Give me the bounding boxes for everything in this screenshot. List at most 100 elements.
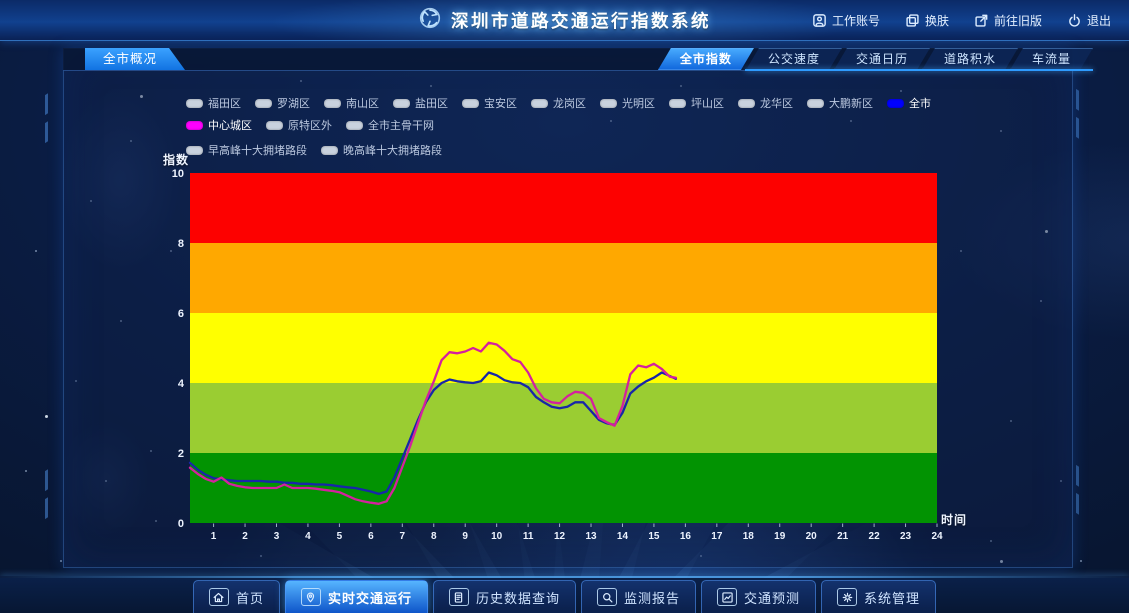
header: 深圳市道路交通运行指数系统 工作账号 换肤 前往旧版 退出 bbox=[0, 0, 1129, 41]
right-top-edge-decoration bbox=[1074, 92, 1088, 144]
nav-icon-frame bbox=[448, 588, 469, 606]
legend-item[interactable]: 原特区外 bbox=[266, 117, 332, 133]
nav-item-label: 监测报告 bbox=[624, 590, 681, 606]
nav-item-5[interactable]: 交通预测 bbox=[701, 580, 817, 613]
nav-item-6[interactable]: 系统管理 bbox=[821, 580, 937, 613]
legend-item[interactable]: 宝安区 bbox=[462, 95, 517, 111]
left-top-edge-decoration bbox=[43, 92, 57, 144]
tab-2[interactable]: 公交速度 bbox=[746, 48, 842, 70]
panel-title-tab[interactable]: 全市概况 bbox=[85, 48, 185, 70]
x-tick-label: 13 bbox=[585, 531, 597, 542]
footer-nav: 首页 实时交通运行 历史数据查询 监测报告 交通预测 系统管理 bbox=[0, 578, 1129, 613]
legend-row-1: 福田区 罗湖区 南山区 盐田区 宝安区 龙岗区 光明区 坪山区 龙华区 大鹏新区 全市中心城区 原特区… bbox=[186, 95, 996, 133]
legend-item[interactable]: 大鹏新区 bbox=[807, 95, 873, 111]
x-tick-label: 4 bbox=[305, 531, 311, 542]
legend-swatch bbox=[186, 98, 203, 108]
series-line-中心城区 bbox=[188, 341, 678, 505]
menu-item-label: 工作账号 bbox=[831, 13, 880, 28]
nav-icon-frame bbox=[837, 588, 858, 606]
nav-item-label: 实时交通运行 bbox=[327, 590, 412, 606]
menu-item-label: 退出 bbox=[1086, 13, 1111, 28]
legend-label: 宝安区 bbox=[484, 98, 517, 110]
header-menu-item-3[interactable]: 前往旧版 bbox=[975, 12, 1042, 29]
header-menu-item-1[interactable]: 工作账号 bbox=[813, 12, 880, 29]
legend-label: 坪山区 bbox=[691, 98, 724, 110]
legend-label: 龙华区 bbox=[760, 98, 793, 110]
legend-item[interactable]: 南山区 bbox=[324, 95, 379, 111]
nav-icon-frame bbox=[597, 588, 617, 606]
tab-5[interactable]: 车流量 bbox=[1010, 48, 1093, 70]
legend-item[interactable]: 全市主骨干网 bbox=[346, 117, 434, 133]
legend-item[interactable]: 晚高峰十大拥堵路段 bbox=[321, 142, 442, 158]
tab-bar: 全市指数 公交速度 交通日历 道路积水 车流量 bbox=[666, 48, 1093, 70]
x-tick-label: 15 bbox=[648, 531, 660, 542]
tab-bar-underline bbox=[745, 69, 1093, 71]
x-tick-label: 19 bbox=[774, 531, 786, 542]
app-title: 深圳市道路交通运行指数系统 bbox=[451, 10, 711, 31]
nav-item-label: 历史数据查询 bbox=[475, 590, 560, 606]
tab-3[interactable]: 交通日历 bbox=[834, 48, 930, 70]
x-tick-label: 10 bbox=[491, 531, 503, 542]
logo-icon bbox=[418, 6, 442, 35]
legend-item[interactable]: 早高峰十大拥堵路段 bbox=[186, 142, 307, 158]
legend-swatch bbox=[887, 98, 904, 108]
pin-icon bbox=[307, 592, 315, 602]
series-line-全市 bbox=[188, 371, 678, 496]
x-tick-label: 21 bbox=[837, 531, 849, 542]
legend-swatch bbox=[321, 145, 338, 155]
nav-icon-frame bbox=[300, 588, 321, 606]
legend-row-2: 早高峰十大拥堵路段 晚高峰十大拥堵路段 bbox=[186, 142, 996, 158]
legend-item[interactable]: 盐田区 bbox=[393, 95, 448, 111]
legend-label: 南山区 bbox=[346, 98, 379, 110]
header-menu-item-2[interactable]: 换肤 bbox=[906, 12, 949, 29]
nav-item-2[interactable]: 实时交通运行 bbox=[284, 580, 428, 613]
y-tick-label: 4 bbox=[178, 378, 185, 390]
index-band-8-10 bbox=[190, 173, 937, 243]
tab-4[interactable]: 道路积水 bbox=[922, 48, 1018, 70]
index-band-2-4 bbox=[190, 383, 937, 453]
legend-swatch bbox=[462, 98, 479, 108]
legend-item[interactable]: 龙华区 bbox=[738, 95, 793, 111]
header-menu-item-4[interactable]: 退出 bbox=[1068, 12, 1111, 29]
legend-label: 大鹏新区 bbox=[829, 98, 873, 110]
legend-item[interactable]: 福田区 bbox=[186, 95, 241, 111]
legend-item[interactable]: 中心城区 bbox=[186, 117, 252, 133]
index-band-6-8 bbox=[190, 243, 937, 313]
nav-item-3[interactable]: 历史数据查询 bbox=[432, 580, 576, 613]
nav-item-4[interactable]: 监测报告 bbox=[581, 580, 697, 613]
nav-icon-frame bbox=[717, 588, 738, 606]
report-icon bbox=[602, 592, 612, 602]
left-bottom-edge-decoration bbox=[43, 468, 57, 520]
x-tick-label: 7 bbox=[400, 531, 406, 542]
menu-item-label: 换肤 bbox=[924, 13, 949, 28]
x-tick-label: 11 bbox=[523, 531, 534, 542]
nav-item-label: 系统管理 bbox=[864, 590, 921, 606]
nav-item-1[interactable]: 首页 bbox=[192, 580, 280, 613]
header-title-wrap: 深圳市道路交通运行指数系统 bbox=[0, 0, 1129, 40]
external-link-icon bbox=[975, 14, 988, 27]
legend-item[interactable]: 坪山区 bbox=[669, 95, 724, 111]
y-tick-label: 10 bbox=[172, 168, 184, 180]
x-tick-label: 17 bbox=[711, 531, 723, 542]
legend-label: 原特区外 bbox=[288, 120, 332, 132]
legend-label: 盐田区 bbox=[415, 98, 448, 110]
legend-item[interactable]: 全市 bbox=[887, 95, 931, 111]
y-tick-label: 2 bbox=[178, 448, 184, 460]
legend-swatch bbox=[324, 98, 341, 108]
tab-1[interactable]: 全市指数 bbox=[658, 48, 754, 70]
x-tick-label: 24 bbox=[931, 531, 943, 542]
nav-item-label: 交通预测 bbox=[744, 590, 801, 606]
y-axis-title: 指数 bbox=[163, 153, 190, 167]
chart-legend: 福田区 罗湖区 南山区 盐田区 宝安区 龙岗区 光明区 坪山区 龙华区 大鹏新区 全市中心城区 原特区… bbox=[186, 95, 996, 167]
legend-item[interactable]: 光明区 bbox=[600, 95, 655, 111]
legend-item[interactable]: 龙岗区 bbox=[531, 95, 586, 111]
legend-label: 福田区 bbox=[208, 98, 241, 110]
account-icon bbox=[813, 13, 826, 27]
legend-item[interactable]: 罗湖区 bbox=[255, 95, 310, 111]
menu-item-label: 前往旧版 bbox=[993, 13, 1042, 28]
x-tick-label: 22 bbox=[869, 531, 881, 542]
legend-label: 早高峰十大拥堵路段 bbox=[208, 145, 307, 157]
x-tick-label: 16 bbox=[680, 531, 692, 542]
